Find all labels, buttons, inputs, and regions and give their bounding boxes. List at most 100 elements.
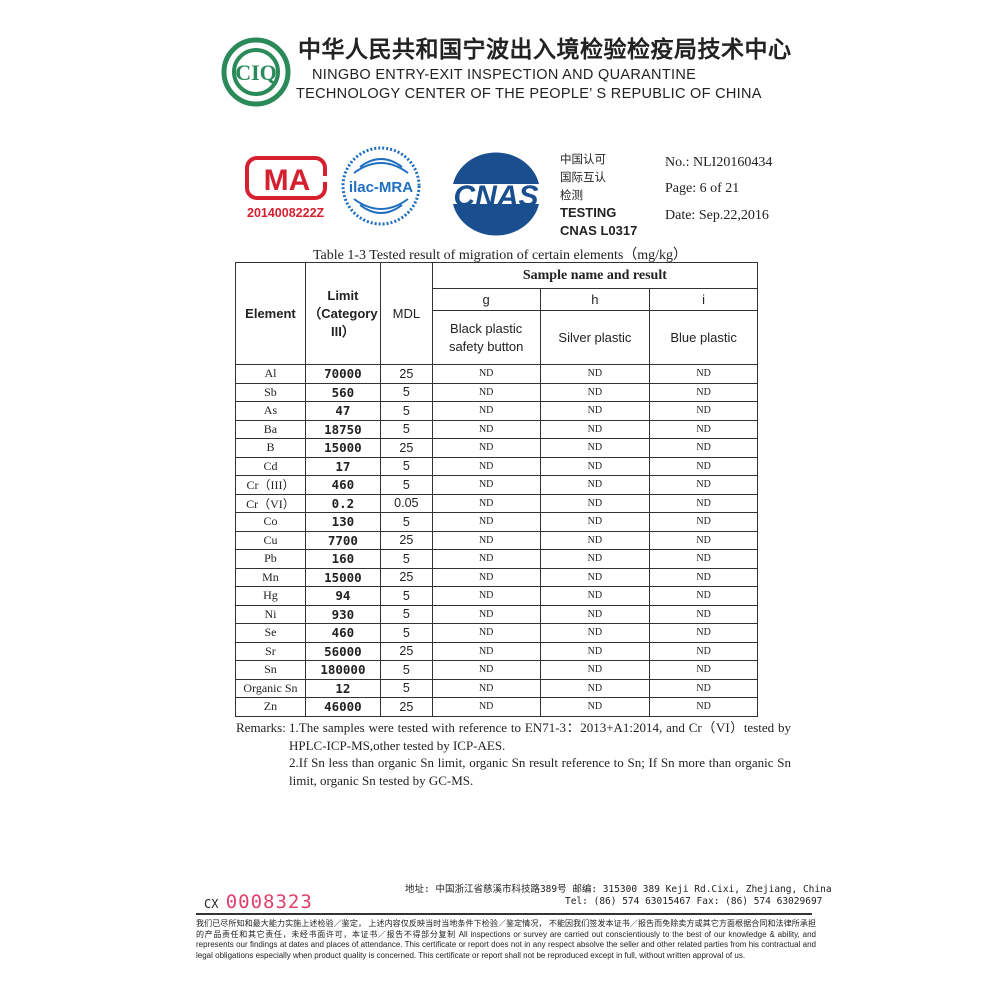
mdl-cell: 5 [379,401,433,421]
accreditation-text: 中国认可 国际互认 检测 TESTING CNAS L0317 [560,150,637,240]
element-cell: Pb [235,549,306,569]
element-cell: Co [235,512,306,532]
result-g-cell: ND [431,456,541,476]
mdl-cell: 25 [379,530,433,550]
remarks: Remarks: 1.The samples were tested with … [236,719,791,789]
cnas-logo-icon: CNAS [453,152,539,236]
svg-text:MA: MA [264,164,311,197]
mdl-cell: 25 [379,567,433,587]
result-i-cell: ND [649,475,758,495]
result-g-cell: ND [431,549,541,569]
result-i-cell: ND [649,401,758,421]
element-cell: Al [235,364,306,384]
result-h-cell: ND [539,678,651,698]
table-row: As 47 5 ND ND ND [235,401,758,421]
serial-value: 0008323 [225,891,313,913]
limit-cell: 15000 [304,567,381,587]
result-g-cell: ND [431,364,541,384]
element-cell: Mn [235,567,306,587]
table-row: Se 460 5 ND ND ND [235,623,758,643]
result-i-cell: ND [649,382,758,402]
element-cell: B [235,438,306,458]
result-h-cell: ND [539,493,651,513]
header-mdl: MDL [379,262,433,365]
limit-cell: 460 [304,475,381,495]
result-g-cell: ND [431,678,541,698]
result-i-cell: ND [649,419,758,439]
phone-fax: Tel: (86) 574 63015467 Fax: (86) 574 630… [565,896,823,907]
table-row: Hg 94 5 ND ND ND [235,586,758,606]
result-h-cell: ND [539,401,651,421]
result-h-cell: ND [539,660,651,680]
limit-cell: 180000 [304,660,381,680]
ciq-logo-icon: CIQ [221,37,291,107]
table-row: Pb 160 5 ND ND ND [235,549,758,569]
table-row: Ba 18750 5 ND ND ND [235,419,758,439]
mdl-cell: 25 [379,438,433,458]
result-i-cell: ND [649,438,758,458]
table-row: Mn 15000 25 ND ND ND [235,567,758,587]
table-row: Cd 17 5 ND ND ND [235,456,758,476]
address: 地址: 中国浙江省慈溪市科技路389号 邮编: 315300 389 Keji … [405,884,832,895]
result-h-cell: ND [539,512,651,532]
mdl-cell: 5 [379,678,433,698]
page-number: Page: 6 of 21 [665,181,740,196]
mdl-cell: 5 [379,512,433,532]
mdl-cell: 25 [379,364,433,384]
limit-cell: 15000 [304,438,381,458]
limit-cell: 7700 [304,530,381,550]
table-row: Organic Sn 12 5 ND ND ND [235,678,758,698]
ilac-mra-logo-icon: ilac-MRA [341,146,421,226]
limit-cell: 160 [304,549,381,569]
result-g-cell: ND [431,641,541,661]
table-row: Ni 930 5 ND ND ND [235,604,758,624]
result-g-cell: ND [431,512,541,532]
remarks-label: Remarks: [236,720,286,735]
result-h-cell: ND [539,623,651,643]
mdl-cell: 25 [379,641,433,661]
limit-cell: 94 [304,586,381,606]
result-g-cell: ND [431,493,541,513]
limit-cell: 17 [304,456,381,476]
header-limit: Limit （Category III） [304,262,381,365]
mdl-cell: 5 [379,382,433,402]
element-cell: Cr（VI） [235,493,306,513]
header-sample-g: g [431,288,541,311]
report-number: No.: NLI20160434 [665,155,773,170]
table-caption: Table 1-3 Tested result of migration of … [312,248,688,263]
header-sample-i: i [649,288,758,311]
result-g-cell: ND [431,382,541,402]
limit-cell: 930 [304,604,381,624]
footer-divider [196,913,812,915]
element-cell: Hg [235,586,306,606]
result-h-cell: ND [539,438,651,458]
limit-cell: 560 [304,382,381,402]
limit-cell: 70000 [304,364,381,384]
cn-line: 中国认可 [560,152,606,166]
result-g-cell: ND [431,586,541,606]
element-cell: Ba [235,419,306,439]
result-g-cell: ND [431,567,541,587]
result-i-cell: ND [649,456,758,476]
table-row: Zn 46000 25 ND ND ND [235,697,758,717]
result-g-cell: ND [431,604,541,624]
element-cell: Organic Sn [235,678,306,698]
result-h-cell: ND [539,697,651,717]
cn-line: 检测 [560,188,583,202]
result-i-cell: ND [649,660,758,680]
mdl-cell: 5 [379,604,433,624]
result-h-cell: ND [539,382,651,402]
element-cell: Se [235,623,306,643]
result-i-cell: ND [649,567,758,587]
result-i-cell: ND [649,493,758,513]
sample-name-i: Blue plastic [649,310,758,365]
table-row: Co 130 5 ND ND ND [235,512,758,532]
result-i-cell: ND [649,364,758,384]
mdl-cell: 5 [379,456,433,476]
result-h-cell: ND [539,549,651,569]
result-g-cell: ND [431,697,541,717]
limit-cell: 46000 [304,697,381,717]
result-g-cell: ND [431,623,541,643]
mdl-cell: 5 [379,660,433,680]
